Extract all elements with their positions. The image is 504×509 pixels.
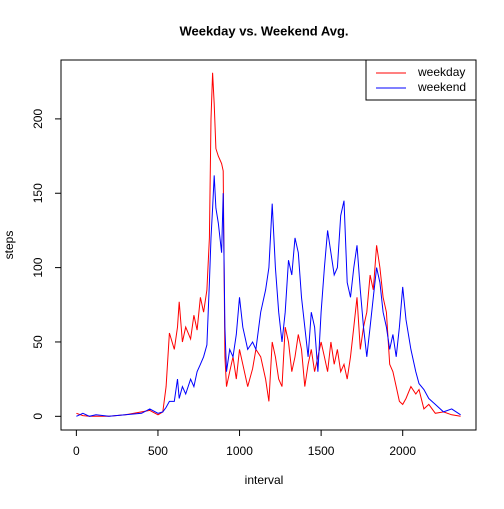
x-tick-label: 1500: [308, 444, 335, 458]
y-tick-label: 200: [31, 109, 45, 129]
series-line: [76, 72, 461, 417]
plot-frame: [60, 59, 477, 431]
y-tick-label: 150: [31, 183, 45, 203]
legend-box: [365, 59, 477, 101]
x-tick-label: 2000: [389, 444, 416, 458]
legend-label: weekend: [417, 80, 466, 94]
series-line: [76, 175, 461, 417]
y-tick-label: 50: [31, 335, 45, 349]
x-axis-label: interval: [245, 473, 284, 487]
x-tick-label: 0: [73, 444, 80, 458]
x-tick-label: 1000: [226, 444, 253, 458]
y-tick-label: 0: [31, 413, 45, 420]
legend-label: weekday: [417, 65, 465, 79]
x-tick-label: 500: [148, 444, 168, 458]
y-axis-label: steps: [2, 231, 16, 260]
chart-title: Weekday vs. Weekend Avg.: [179, 23, 348, 38]
y-tick-label: 100: [31, 257, 45, 277]
